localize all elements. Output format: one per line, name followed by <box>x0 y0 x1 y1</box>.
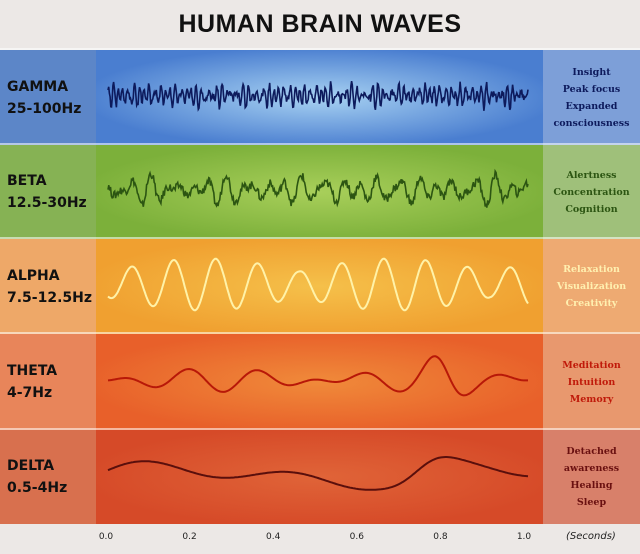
frequency-range: 0.5-4Hz <box>7 480 68 496</box>
effect-text: Healing <box>570 480 613 491</box>
frequency-range: 12.5-30Hz <box>7 195 87 211</box>
tick-label: 0.4 <box>266 532 281 542</box>
effect-text: Sleep <box>576 497 607 508</box>
effect-text: Relaxation <box>563 264 620 275</box>
effect-text: Memory <box>569 393 614 405</box>
wave-name: DELTA <box>7 458 55 474</box>
band-label: BETA 12.5-30Hz <box>0 145 96 239</box>
wave-name: ALPHA <box>7 267 60 284</box>
effect-text: Peak focus <box>562 83 621 95</box>
wave-name: THETA <box>7 363 58 379</box>
theta-waveform <box>107 355 528 397</box>
effect-text: Creativity <box>565 298 618 309</box>
band-label: THETA 4-7Hz <box>0 334 96 430</box>
band-delta: DELTA 0.5-4Hz Detached awareness Healing Sl… <box>0 428 640 524</box>
effects-panel: Insight Peak focus Expanded consciousness <box>543 50 640 145</box>
effects-panel: Detached awareness Healing Sleep <box>543 430 640 524</box>
tick-label: 0.0 <box>98 532 114 542</box>
delta-waveform <box>107 456 529 491</box>
gamma-waveform <box>107 80 529 112</box>
band-label: GAMMA 25-100Hz <box>0 50 96 145</box>
effect-text: Alertness <box>566 169 617 181</box>
band-theta: THETA 4-7Hz Meditation Intuition Memory <box>0 332 640 430</box>
band-label: DELTA 0.5-4Hz <box>0 430 96 524</box>
effect-text: Cognition <box>565 203 618 215</box>
wave-name: BETA <box>7 173 47 189</box>
page-title: HUMAN BRAIN WAVES <box>178 10 462 38</box>
frequency-range: 4-7Hz <box>7 385 53 401</box>
effect-text: Detached <box>566 446 617 457</box>
frequency-range: 25-100Hz <box>7 100 82 117</box>
effect-text: Expanded <box>565 100 618 112</box>
effect-text: Visualization <box>556 281 627 292</box>
tick-label: 0.6 <box>349 532 364 542</box>
beta-waveform <box>107 168 529 208</box>
effect-text: consciousness <box>553 117 630 129</box>
alpha-waveform <box>107 257 529 312</box>
effects-panel: Alertness Concentration Cognition <box>543 145 640 239</box>
effect-text: Meditation <box>562 359 621 371</box>
wave-name: GAMMA <box>7 78 69 95</box>
tick-label: 1.0 <box>516 532 532 542</box>
axis-unit: (Seconds) <box>566 531 616 542</box>
time-axis: (Seconds) 0.0 0.2 0.4 0.6 0.8 1.0 <box>0 522 640 554</box>
wave-panel <box>96 430 543 524</box>
effect-text: awareness <box>563 463 620 474</box>
effects-panel: Relaxation Visualization Creativity <box>543 239 640 334</box>
effect-text: Insight <box>572 66 611 78</box>
wave-panel <box>96 239 543 334</box>
effects-panel: Meditation Intuition Memory <box>543 334 640 430</box>
tick-label: 0.8 <box>433 532 448 542</box>
frequency-range: 7.5-12.5Hz <box>7 289 93 306</box>
effect-text: Intuition <box>567 376 616 388</box>
band-label: ALPHA 7.5-12.5Hz <box>0 239 96 334</box>
tick-label: 0.2 <box>182 532 197 542</box>
wave-panel <box>96 334 543 430</box>
band-alpha: ALPHA 7.5-12.5Hz Relaxation Visualization… <box>0 237 640 334</box>
effect-text: Concentration <box>553 186 630 198</box>
